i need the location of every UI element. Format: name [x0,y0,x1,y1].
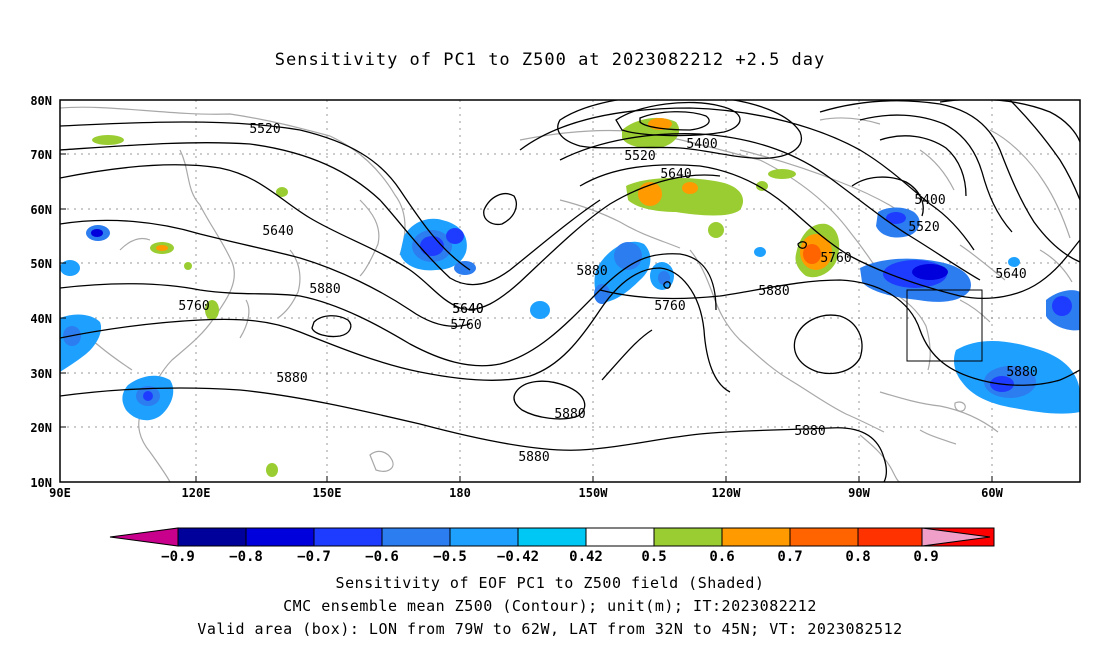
contour-label: 5640 [452,302,483,317]
contour-label: 5760 [820,251,851,266]
contour-label: 5760 [654,299,685,314]
contour-label: 5880 [794,424,825,439]
contour-label: 5520 [249,122,280,137]
colorbar-label: −0.42 [497,549,539,565]
colorbar: −0.9 −0.8 −0.7 −0.6 −0.5 −0.42 0.42 0.5 0.6 0.7 0.… [109,527,995,565]
colorbar-label: −0.9 [161,549,195,565]
colorbar-label: 0.9 [913,549,938,565]
colorbar-right-arrow [921,527,991,547]
lon-label: 180 [449,486,471,500]
axis-ticks [60,99,993,483]
lat-label: 40N [30,312,52,326]
colorbar-boxes [177,527,995,547]
colorbar-box [245,527,315,547]
colorbar-box [585,527,655,547]
contour-label: 5880 [576,264,607,279]
contour-label: 5400 [914,193,945,208]
contour-label: 5880 [554,407,585,422]
lat-label: 20N [30,421,52,435]
lat-label: 80N [30,94,52,108]
colorbar-label: 0.5 [641,549,666,565]
lon-label: 150W [579,486,609,500]
latitude-labels: 80N 70N 60N 50N 40N 30N 20N 10N [30,94,52,490]
colorbar-label: −0.7 [297,549,331,565]
colorbar-box [177,527,247,547]
contour-label: 5880 [758,284,789,299]
negative-sensitivity-shading [60,207,1080,421]
lat-label: 30N [30,367,52,381]
valid-area-box [906,289,983,362]
contour-label: 5880 [1006,365,1037,380]
contour-label: 5640 [660,167,691,182]
contour-label: 5640 [452,302,483,317]
lon-label: 60W [981,486,1003,500]
colorbar-label: 0.42 [569,549,603,565]
contour-label: 5400 [686,137,717,152]
colorbar-box [789,527,859,547]
lon-label: 120W [712,486,742,500]
page-title: Sensitivity of PC1 to Z500 at 2023082212… [274,50,826,70]
colorbar-label: 0.7 [777,549,802,565]
caption-line-3: Valid area (box): LON from 79W to 62W, L… [197,620,903,638]
contour-label: 5640 [262,224,293,239]
positive-sensitivity-shading [92,117,840,477]
colorbar-box [857,527,927,547]
lat-label: 70N [30,148,52,162]
lon-label: 90E [49,486,71,500]
map-border [59,99,1081,483]
longitude-labels: 90E 120E 150E 180 150W 120W 90W 60W [49,486,1003,500]
colorbar-left-arrow [109,527,179,547]
contour-label: 5880 [518,450,549,465]
colorbar-box [721,527,791,547]
colorbar-label: 0.8 [845,549,870,565]
colorbar-box [653,527,723,547]
contour-label: 5640 [995,267,1026,282]
lat-label: 50N [30,257,52,271]
lon-label: 120E [182,486,211,500]
z500-contours [60,100,1080,482]
contour-label: 5760 [178,299,209,314]
contour-label: 5520 [908,220,939,235]
caption-line-2: CMC ensemble mean Z500 (Contour); unit(m… [283,597,817,615]
contour-label: 5760 [450,318,481,333]
contour-labels: 5520 5400 5520 5640 5640 5400 5520 5640 … [178,122,1037,465]
colorbar-box [381,527,451,547]
colorbar-box [449,527,519,547]
lat-label: 10N [30,476,52,490]
contour-label: 5520 [624,149,655,164]
colorbar-box [517,527,587,547]
colorbar-label: −0.8 [229,549,263,565]
lon-label: 90W [848,486,870,500]
colorbar-label: 0.6 [709,549,734,565]
gridlines [60,100,1080,482]
colorbar-box [313,527,383,547]
lon-label: 150E [313,486,342,500]
contour-label: 5880 [309,282,340,297]
colorbar-label: −0.5 [433,549,467,565]
caption-line-1: Sensitivity of EOF PC1 to Z500 field (Sh… [335,574,765,592]
colorbar-label: −0.6 [365,549,399,565]
colorbar-labels: −0.9 −0.8 −0.7 −0.6 −0.5 −0.42 0.42 0.5 0.6 0.7 0.… [161,549,939,565]
lat-label: 60N [30,203,52,217]
contour-label: 5880 [276,371,307,386]
